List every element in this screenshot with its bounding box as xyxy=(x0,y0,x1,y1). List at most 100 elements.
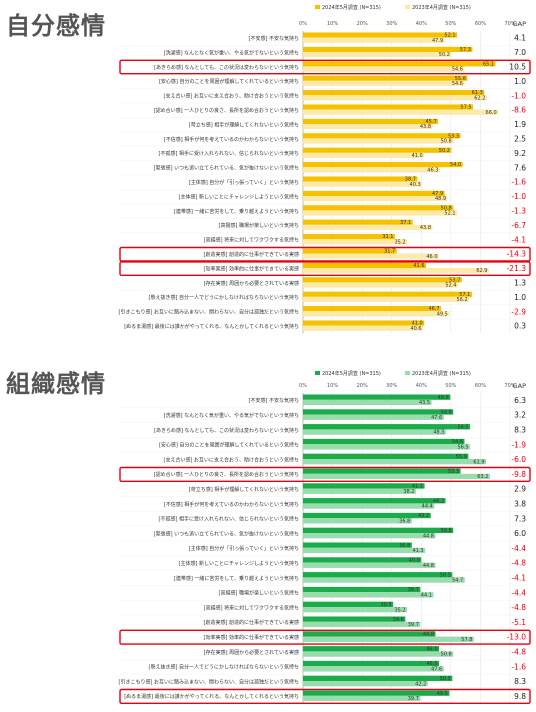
category-label: [ぬるま湯感] 最後には誰かがやってくれる、なんとかしてくれるという気持ち xyxy=(124,693,299,700)
category-label: [あきらめ感] なんとしても、この状況は変わらないという気持ち xyxy=(154,64,299,71)
data-label-2024: 41.0 xyxy=(412,321,423,327)
bar-2023 xyxy=(303,636,474,642)
data-label-2023: 62.9 xyxy=(476,268,487,274)
x-tick-label: 50% xyxy=(445,21,456,27)
gap-value: -1.6 xyxy=(511,662,526,671)
category-label: [ぬるま湯感] 最後には誰かがやってくれる、なんとかしてくれるという気持ち xyxy=(124,323,299,330)
category-label: [引きこもり感] お互いに踏み込まない、関わらない、自分は孤独だという気持ち xyxy=(119,309,300,316)
bar-2023 xyxy=(303,282,458,288)
bar-2023 xyxy=(303,666,444,672)
org-emotion-chart: 2024年5月調査 (N=315) 2023年4月調査 (N=315) 0% 10% 2… xyxy=(119,370,531,705)
chart-row: [存在実感] 周囲から必要とされている実感 53.752.4 1.3 xyxy=(120,277,530,291)
gap-value: 7.6 xyxy=(514,163,526,172)
category-label: [主体感] 新しいことにチャレンジしようという気持ち xyxy=(179,560,299,567)
data-label-2023: 61.9 xyxy=(473,459,484,465)
x-tick-label: 20% xyxy=(357,21,368,27)
chart-row: [効率実感] 効率的に仕事ができている実感 41.6 62.9 -21.3 xyxy=(120,262,530,276)
bar-2024 xyxy=(303,190,445,197)
category-label: [支え合い感] お互いに支え合おう、助け合おうという気持ち xyxy=(164,93,300,100)
bar-2024 xyxy=(303,631,436,637)
gap-value: -13.0 xyxy=(507,633,527,642)
data-label-2024: 53.3 xyxy=(448,469,459,475)
highlight-box xyxy=(119,688,531,705)
x-tick-label: 0% xyxy=(299,21,307,27)
data-label-2024: 57.1 xyxy=(459,292,470,298)
bar-2024 xyxy=(303,616,406,622)
bar-2024 xyxy=(303,162,463,168)
bar-2023 xyxy=(303,414,444,420)
bar-2024 xyxy=(303,675,453,682)
gap-value: 9.2 xyxy=(514,149,526,158)
gap-value: -14.3 xyxy=(507,250,527,259)
bar-2023 xyxy=(303,311,450,317)
data-label-2023: 56.2 xyxy=(457,297,468,303)
gap-value: -4.8 xyxy=(511,603,526,612)
chart-row: [あきらめ感] なんとしても、この状況は変わらないという気持ち 56.5 48.3 8… xyxy=(120,424,530,438)
chart-row: [高揚感] 職場が楽しいという気持ち 39.744.1 -4.4 xyxy=(120,586,530,601)
bar-2024 xyxy=(303,147,452,153)
data-label-2023: 48.9 xyxy=(435,196,446,202)
data-label-2023: 42.2 xyxy=(415,681,426,687)
category-label: [創造実感] 創造的に仕事ができている実感 xyxy=(204,251,300,258)
chart-row: [緊張感] いつも追い立てられている、気が抜けないという気持ち 54.0 46.3 7… xyxy=(120,162,530,176)
chart-row: [不信感] 相手が何を考えているのかわからないという気持ち 53.350.8 2.5 xyxy=(120,133,530,147)
gap-value: 4.1 xyxy=(514,34,526,43)
chart-row: [高揚感] 職場が楽しいという気持ち 37.1 43.8 -6.7 xyxy=(120,219,530,233)
bar-2023 xyxy=(303,268,490,274)
data-label-2023: 43.8 xyxy=(420,124,431,130)
bar-2023 xyxy=(303,181,423,187)
bar-2024 xyxy=(303,133,461,139)
chart-row: [安心感] 自分のことを周囲が理解してくれているという気持ち 54.656.5 -1… xyxy=(120,438,530,453)
data-label-2024: 46.0 xyxy=(426,646,437,652)
gap-value: 8.3 xyxy=(514,426,526,435)
bar-2023 xyxy=(303,459,487,465)
data-label-2024: 57.3 xyxy=(460,47,471,53)
category-label: [洗濯感] なんとなく気が重い、やる気がでないという気持ち xyxy=(164,412,299,419)
chart-row: [連帯感] 一緒に苦労をして、乗り越えようという気持ち 50.554.7 -4.1 xyxy=(120,572,530,586)
legend-swatch-2023 xyxy=(405,371,410,375)
category-label: [認め合い感] 一人ひとりの良さ、長所を認め合おうという気持ち xyxy=(154,107,299,114)
chart-row: [懸え抜き感] 自分一人でどうにかしなければならないという気持ち 46.047.6… xyxy=(120,660,530,675)
data-label-2024: 46.0 xyxy=(426,661,437,667)
bar-2024 xyxy=(303,248,397,254)
gap-value: -4.8 xyxy=(511,559,526,568)
data-label-2024: 46.7 xyxy=(428,306,439,312)
category-label: [認め合い感] 一人ひとりの良さ、長所を認め合おうという気持ち xyxy=(154,471,299,478)
data-label-2023: 50.2 xyxy=(439,52,450,58)
gap-value: -8.6 xyxy=(511,106,526,115)
category-label: [不孤感] 相手に受け入れられない、信じられないという気持ち xyxy=(159,150,300,157)
x-tick-label: 10% xyxy=(327,383,338,389)
bar-2023 xyxy=(303,429,446,435)
gap-value: -2.9 xyxy=(511,307,526,316)
gap-value: 7.0 xyxy=(514,48,526,57)
data-label-2024: 54.6 xyxy=(452,439,463,445)
data-label-2024: 50.8 xyxy=(441,410,452,416)
legend-label-2023: 2023年4月調査 (N=315) xyxy=(412,370,471,377)
gap-value: 10.5 xyxy=(509,63,526,72)
chart-row: [引きこもり感] お互いに踏み込まない、関わらない、自分は孤独だという気持ち 50… xyxy=(119,675,530,690)
category-label: [不安感] 不安な気持ち xyxy=(249,35,300,42)
bar-2023 xyxy=(303,577,465,583)
data-label-2023: 41.0 xyxy=(412,153,423,159)
gap-value: 1.3 xyxy=(514,279,526,288)
highlight-box xyxy=(119,246,531,262)
data-label-2024: 52.1 xyxy=(444,33,455,39)
data-label-2023: 40.3 xyxy=(410,182,421,188)
chart-row: [緊張感] いつも追い立てられている、気が抜けないという気持ち 50.8 44.8 6… xyxy=(120,527,530,542)
legend-label-2023: 2023年4月調査 (N=315) xyxy=(412,4,471,11)
highlight-box xyxy=(119,629,531,645)
bar-2023 xyxy=(303,109,499,115)
gap-value: 6.0 xyxy=(514,529,526,538)
gap-value: -4.8 xyxy=(511,648,526,657)
data-label-2023: 35.2 xyxy=(394,607,405,613)
data-label-2023: 47.6 xyxy=(431,667,442,673)
category-label: [創造実感] 創造的に仕事ができている実感 xyxy=(204,619,300,626)
gap-value: 1.9 xyxy=(514,120,526,129)
gap-value: -1.3 xyxy=(511,207,526,216)
data-label-2024: 55.9 xyxy=(456,454,467,460)
gap-value: 9.8 xyxy=(514,692,526,701)
bar-2024 xyxy=(303,601,394,608)
bar-2024 xyxy=(303,32,458,38)
data-label-2024: 49.8 xyxy=(438,395,449,401)
bar-2024 xyxy=(303,483,425,489)
